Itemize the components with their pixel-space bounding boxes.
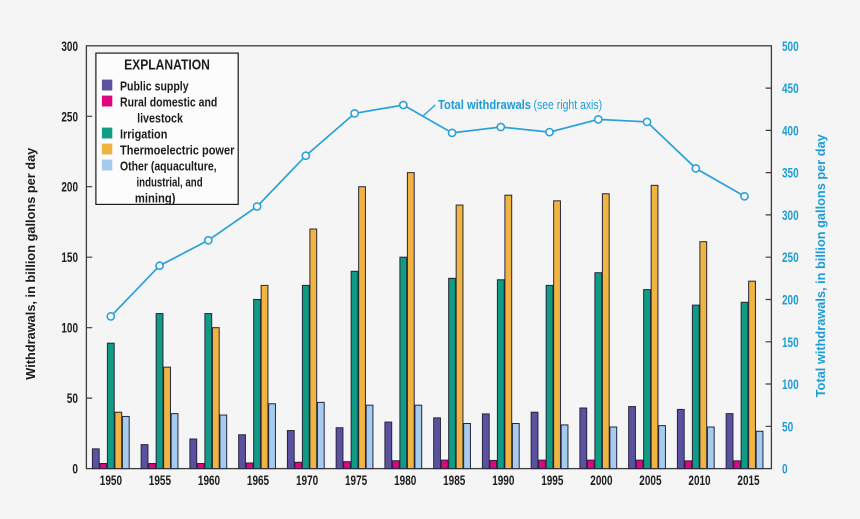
svg-text:2005: 2005 bbox=[639, 472, 661, 488]
svg-text:300: 300 bbox=[61, 38, 78, 54]
svg-text:(see right axis): (see right axis) bbox=[534, 97, 603, 112]
svg-text:mining): mining) bbox=[135, 190, 176, 205]
svg-text:250: 250 bbox=[61, 108, 78, 124]
svg-text:Public supply: Public supply bbox=[120, 78, 189, 93]
svg-text:2010: 2010 bbox=[688, 472, 710, 488]
svg-text:Other (aquaculture,: Other (aquaculture, bbox=[120, 158, 217, 173]
svg-text:1975: 1975 bbox=[345, 472, 367, 488]
svg-text:100: 100 bbox=[61, 320, 78, 336]
svg-text:Total withdrawals, in billion: Total withdrawals, in billion gallons pe… bbox=[813, 133, 828, 397]
svg-text:1960: 1960 bbox=[198, 472, 220, 488]
svg-text:500: 500 bbox=[782, 38, 799, 54]
svg-text:Withdrawals, in billion gallon: Withdrawals, in billion gallons per day bbox=[23, 147, 38, 380]
svg-text:1985: 1985 bbox=[443, 472, 465, 488]
svg-text:150: 150 bbox=[61, 249, 78, 265]
svg-text:2000: 2000 bbox=[590, 472, 612, 488]
svg-text:Rural domestic and: Rural domestic and bbox=[120, 94, 217, 109]
svg-text:EXPLANATION: EXPLANATION bbox=[124, 56, 210, 73]
svg-text:1995: 1995 bbox=[541, 472, 563, 488]
svg-text:1965: 1965 bbox=[247, 472, 269, 488]
svg-text:1955: 1955 bbox=[149, 472, 171, 488]
svg-text:400: 400 bbox=[782, 122, 799, 138]
svg-text:1990: 1990 bbox=[492, 472, 514, 488]
svg-text:0: 0 bbox=[72, 461, 78, 477]
svg-text:250: 250 bbox=[782, 249, 799, 265]
svg-text:450: 450 bbox=[782, 80, 799, 96]
svg-text:livestock: livestock bbox=[137, 110, 184, 125]
svg-text:1970: 1970 bbox=[296, 472, 318, 488]
svg-text:1950: 1950 bbox=[100, 472, 122, 488]
svg-text:150: 150 bbox=[782, 334, 799, 350]
svg-text:Thermoelectric power: Thermoelectric power bbox=[120, 142, 234, 157]
svg-text:100: 100 bbox=[782, 376, 799, 392]
svg-text:50: 50 bbox=[782, 418, 793, 434]
svg-text:200: 200 bbox=[61, 179, 78, 195]
svg-text:2015: 2015 bbox=[737, 472, 759, 488]
svg-text:Total withdrawals: Total withdrawals bbox=[438, 97, 531, 112]
svg-text:Irrigation: Irrigation bbox=[120, 126, 167, 141]
svg-text:350: 350 bbox=[782, 165, 799, 181]
svg-text:0: 0 bbox=[782, 461, 788, 477]
svg-text:1980: 1980 bbox=[394, 472, 416, 488]
svg-text:50: 50 bbox=[67, 390, 78, 406]
svg-text:industrial, and: industrial, and bbox=[137, 174, 203, 189]
svg-text:200: 200 bbox=[782, 292, 799, 308]
svg-text:300: 300 bbox=[782, 207, 799, 223]
